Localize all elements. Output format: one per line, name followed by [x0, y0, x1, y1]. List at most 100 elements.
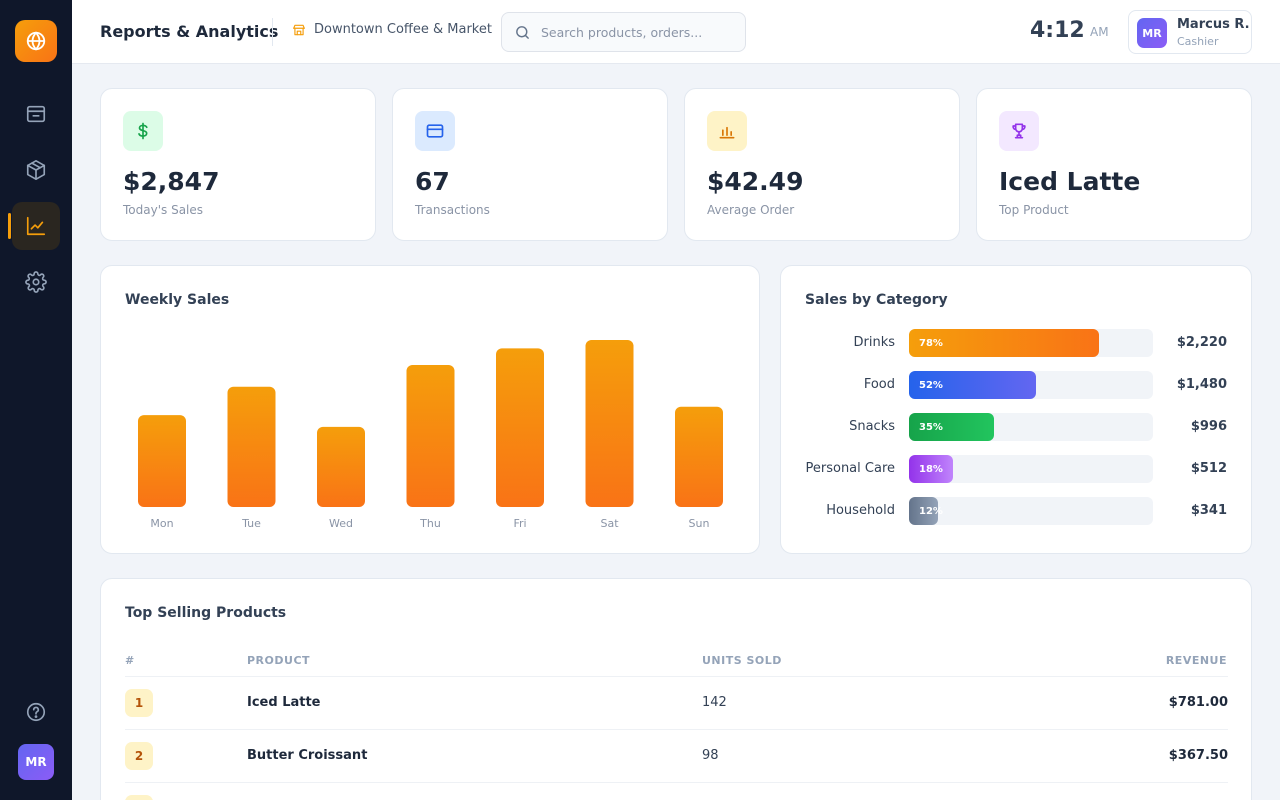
store-name: Downtown Coffee & Market	[314, 22, 492, 37]
register-icon	[26, 105, 46, 123]
table-row[interactable]: 1 Iced Latte 142 $781.00	[125, 676, 1228, 729]
product-name: Iced Latte	[247, 695, 321, 710]
nav-inventory[interactable]	[12, 146, 60, 194]
stat-label: Today's Sales	[123, 203, 204, 217]
top-products-card: Top Selling Products # PRODUCT UNITS SOL…	[100, 578, 1252, 800]
search-input[interactable]	[541, 24, 721, 40]
x-tick-label: Sun	[689, 517, 710, 530]
store-selector[interactable]: Downtown Coffee & Market	[292, 22, 492, 37]
globe-icon	[26, 31, 46, 51]
credit-card-icon	[426, 124, 444, 138]
user-menu[interactable]: MR Marcus R. Cashier	[1128, 10, 1252, 54]
stat-value: Iced Latte	[999, 167, 1141, 196]
table-row[interactable]: 3	[125, 782, 1228, 800]
category-progress-track: 35%	[909, 413, 1153, 441]
category-progress-fill: 18%	[909, 455, 953, 483]
bar-tue[interactable]	[227, 386, 276, 507]
store-icon	[293, 24, 305, 35]
category-row[interactable]: Drinks 78% $2,220	[781, 329, 1251, 357]
rank-badge: 3	[125, 795, 153, 800]
nav-register[interactable]	[12, 90, 60, 138]
bar-fri[interactable]	[496, 348, 544, 507]
category-name: Household	[826, 503, 895, 518]
search-icon	[516, 25, 529, 39]
user-name: Marcus R.	[1177, 17, 1250, 32]
top-header: Reports & Analytics Downtown Coffee & Ma…	[72, 0, 1280, 64]
help-circle-icon	[26, 702, 46, 722]
gear-icon	[25, 271, 47, 293]
category-name: Food	[863, 377, 895, 392]
stat-card-transactions: 67 Transactions	[392, 88, 668, 241]
stat-label: Average Order	[707, 203, 795, 217]
category-row[interactable]: Personal Care 18% $512	[781, 455, 1251, 483]
header-divider	[272, 18, 273, 46]
active-nav-indicator	[8, 213, 11, 239]
stat-icon-box	[707, 111, 747, 151]
product-name: Butter Croissant	[247, 748, 368, 763]
rank-badge: 2	[125, 742, 153, 770]
category-progress-track: 18%	[909, 455, 1153, 483]
bar-mon[interactable]	[138, 415, 186, 507]
units-sold: 142	[702, 695, 727, 710]
bar-sun[interactable]	[675, 406, 723, 507]
category-progress-fill: 12%	[909, 497, 943, 525]
dollar-icon	[138, 122, 148, 140]
weekly-sales-chart: Mon Tue Wed Thu Fri Sat Sun	[138, 340, 723, 530]
category-amount: $512	[1190, 461, 1227, 476]
col-header-revenue[interactable]: REVENUE	[1165, 654, 1227, 667]
stat-card-top-product: Iced Latte Top Product	[976, 88, 1252, 241]
nav-reports[interactable]	[12, 202, 60, 250]
category-card-title: Sales by Category	[805, 292, 948, 308]
stat-icon-box	[999, 111, 1039, 151]
stat-card-average: $42.49 Average Order	[684, 88, 960, 241]
chart-line-icon	[26, 216, 46, 236]
category-row[interactable]: Household 12% $341	[781, 497, 1251, 525]
sidebar-avatar[interactable]: MR	[18, 744, 54, 780]
app-logo[interactable]	[15, 20, 57, 62]
stat-value: $2,847	[123, 167, 220, 196]
stat-value: $42.49	[707, 167, 804, 196]
bar-chart-icon	[719, 126, 735, 139]
category-progress-track: 78%	[909, 329, 1153, 357]
category-row[interactable]: Snacks 35% $996	[781, 413, 1251, 441]
weekly-sales-card: Weekly Sales Mon Tue Wed Thu Fri Sat Sun	[100, 265, 760, 554]
x-tick-label: Thu	[419, 517, 441, 530]
search-box[interactable]	[501, 12, 746, 52]
nav-settings[interactable]	[12, 258, 60, 306]
stat-icon-box	[123, 111, 163, 151]
stat-icon-box	[415, 111, 455, 151]
col-header-rank[interactable]: #	[125, 654, 135, 667]
category-amount: $341	[1190, 503, 1227, 518]
weekly-sales-title: Weekly Sales	[125, 292, 230, 308]
category-amount: $2,220	[1176, 335, 1227, 350]
x-tick-label: Mon	[150, 517, 173, 530]
bar-sat[interactable]	[585, 340, 634, 507]
revenue: $781.00	[1168, 695, 1228, 710]
trophy-icon	[1012, 123, 1026, 139]
clock-time: 4:12	[1030, 18, 1085, 43]
x-tick-label: Sat	[600, 517, 619, 530]
help-button[interactable]	[12, 688, 60, 736]
page-title: Reports & Analytics	[100, 22, 279, 41]
top-products-title: Top Selling Products	[125, 605, 287, 621]
clock-ampm: AM	[1090, 25, 1109, 39]
category-amount: $996	[1190, 419, 1227, 434]
category-progress-track: 12%	[909, 497, 1153, 525]
sales-by-category-card: Sales by Category Drinks 78% $2,220 Food 52%…	[780, 265, 1252, 554]
category-progress-fill: 35%	[909, 413, 995, 441]
category-name: Drinks	[853, 335, 895, 350]
category-row[interactable]: Food 52% $1,480	[781, 371, 1251, 399]
category-name: Personal Care	[805, 461, 896, 476]
sidebar: MR	[0, 0, 72, 800]
category-progress-fill: 78%	[909, 329, 1100, 357]
category-name: Snacks	[849, 419, 895, 434]
bar-wed[interactable]	[317, 426, 365, 507]
stat-label: Transactions	[415, 203, 490, 217]
revenue: $367.50	[1168, 748, 1228, 763]
col-header-units[interactable]: UNITS SOLD	[702, 654, 782, 667]
table-row[interactable]: 2 Butter Croissant 98 $367.50	[125, 729, 1228, 782]
box-icon	[26, 160, 46, 180]
bar-thu[interactable]	[406, 365, 455, 507]
col-header-product[interactable]: PRODUCT	[247, 654, 311, 667]
x-tick-label: Wed	[329, 517, 353, 530]
